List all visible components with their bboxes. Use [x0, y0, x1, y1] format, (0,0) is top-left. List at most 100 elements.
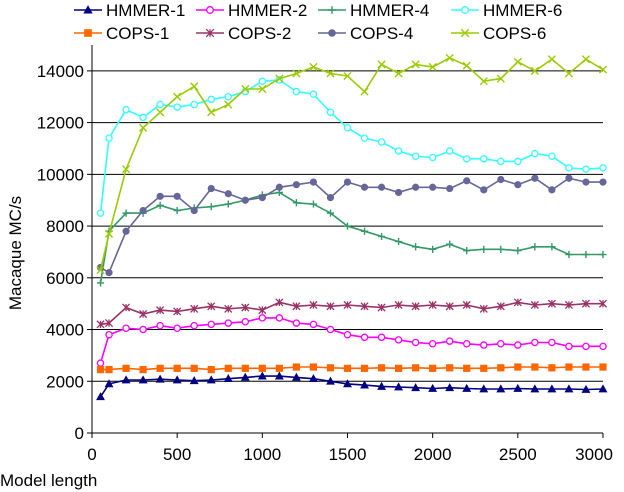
point-hmmer-2-8 [224, 319, 233, 327]
point-hmmer-2-10 [258, 314, 267, 322]
point-cops-6-27 [547, 55, 556, 64]
series-line-cops-6 [99, 57, 604, 271]
point-cops-6-25 [513, 57, 522, 66]
point-cops-1-14 [326, 364, 335, 372]
point-hmmer-4-26 [531, 243, 539, 251]
point-cops-6-15 [343, 71, 352, 81]
legend-label-hmmer-2: HMMER-2 [228, 1, 307, 20]
point-cops-1-17 [377, 364, 386, 372]
point-hmmer-4-12 [292, 199, 300, 207]
y-tick-label-6000: 6000 [46, 269, 84, 288]
legend-item-cops-1: COPS-1 [74, 24, 169, 43]
point-hmmer-1-4 [155, 374, 165, 383]
point-hmmer-6-7 [207, 95, 215, 104]
point-hmmer-1-27 [547, 384, 557, 393]
point-hmmer-6-21 [445, 147, 454, 155]
point-cops-6-30 [598, 65, 608, 74]
y-tick-label-0: 0 [75, 424, 84, 443]
point-hmmer-1-14 [326, 376, 335, 385]
point-hmmer-4-8 [224, 200, 232, 208]
point-hmmer-6-27 [548, 152, 556, 160]
point-hmmer-6-15 [343, 124, 352, 132]
legend: HMMER-1 HMMER-2 HMMER-4 HMMER-6 COPS-1 COPS-2… [74, 1, 562, 43]
x-tick-label-1500: 1500 [329, 445, 367, 464]
point-hmmer-2-22 [462, 340, 471, 348]
point-cops-4-17 [377, 183, 386, 191]
point-hmmer-6-16 [360, 134, 369, 142]
legend-swatch-marker-hmmer-6 [461, 6, 469, 14]
series-line-hmmer-2 [99, 317, 603, 364]
point-hmmer-1-23 [479, 384, 489, 393]
point-cops-6-13 [309, 62, 318, 72]
point-cops-4-11 [275, 183, 283, 191]
point-hmmer-1-16 [360, 380, 369, 389]
point-cops-1-13 [309, 363, 318, 371]
point-hmmer-1-8 [223, 374, 233, 383]
point-cops-4-16 [360, 183, 369, 191]
point-cops-4-18 [395, 188, 403, 197]
point-hmmer-1-15 [343, 379, 352, 388]
legend-swatch-marker-hmmer-1 [83, 5, 93, 14]
point-cops-2-15 [343, 300, 352, 310]
point-cops-1-30 [599, 363, 607, 371]
series-line-cops-4 [100, 177, 603, 274]
point-cops-6-29 [581, 55, 591, 64]
point-hmmer-2-7 [207, 320, 215, 329]
point-cops-2-0 [96, 320, 105, 329]
point-cops-6-22 [462, 61, 471, 70]
point-cops-1-8 [224, 364, 232, 372]
point-cops-2-30 [598, 299, 608, 308]
point-hmmer-1-1 [104, 379, 114, 388]
point-hmmer-4-5 [173, 206, 181, 215]
y-tick-label-14000: 14000 [37, 62, 84, 81]
point-cops-1-22 [463, 364, 471, 372]
point-cops-2-17 [377, 303, 386, 312]
point-hmmer-4-29 [582, 250, 590, 259]
point-hmmer-2-1 [105, 330, 113, 339]
point-cops-2-18 [394, 300, 403, 310]
point-cops-2-2 [122, 303, 131, 312]
point-cops-6-8 [224, 100, 233, 109]
point-hmmer-2-4 [156, 321, 164, 330]
point-hmmer-6-29 [582, 165, 590, 173]
point-cops-1-23 [480, 364, 488, 372]
legend-label-cops-2: COPS-2 [228, 24, 291, 43]
point-cops-1-24 [497, 364, 505, 372]
point-cops-1-28 [565, 363, 573, 371]
point-cops-2-14 [326, 302, 335, 311]
point-hmmer-4-18 [395, 237, 403, 246]
point-cops-6-10 [258, 84, 267, 94]
point-hmmer-4-21 [446, 240, 454, 248]
point-cops-6-3 [139, 123, 148, 132]
series-cops-4 [96, 174, 607, 277]
point-cops-4-10 [258, 194, 266, 202]
point-hmmer-6-1 [105, 134, 113, 142]
x-axis-title: Model length [0, 471, 97, 490]
legend-swatch-marker-cops-4 [328, 29, 336, 37]
point-hmmer-4-30 [599, 250, 607, 259]
point-cops-4-24 [497, 175, 505, 184]
point-hmmer-6-24 [497, 157, 505, 166]
legend-item-cops-6: COPS-6 [451, 24, 546, 43]
legend-label-hmmer-4: HMMER-4 [350, 1, 429, 20]
point-cops-1-11 [275, 364, 283, 372]
point-hmmer-6-17 [377, 138, 386, 146]
point-cops-6-26 [530, 66, 539, 75]
legend-item-cops-2: COPS-2 [196, 24, 291, 43]
series-cops-2 [96, 298, 608, 329]
point-hmmer-4-17 [377, 232, 386, 241]
point-hmmer-2-28 [565, 342, 573, 351]
point-hmmer-1-22 [462, 383, 472, 392]
point-hmmer-4-20 [429, 245, 437, 253]
point-hmmer-6-4 [156, 100, 164, 109]
point-cops-4-20 [429, 183, 437, 191]
series-hmmer-2 [96, 314, 607, 367]
point-cops-6-23 [479, 77, 488, 86]
point-hmmer-4-25 [514, 247, 522, 255]
point-cops-2-6 [190, 304, 199, 313]
point-cops-6-1 [104, 229, 114, 238]
point-hmmer-4-0 [96, 279, 105, 287]
point-cops-1-18 [395, 364, 403, 372]
point-cops-1-7 [207, 366, 215, 374]
point-cops-1-10 [258, 364, 266, 372]
